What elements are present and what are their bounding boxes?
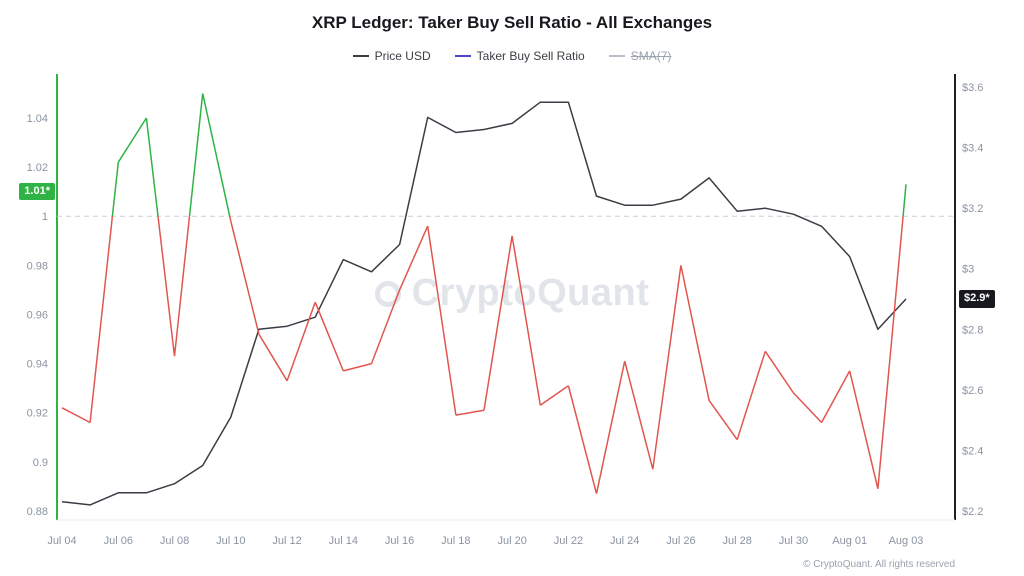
x-axis-tick-label: Aug 01	[832, 535, 867, 547]
x-axis-tick-label: Jul 22	[554, 535, 583, 547]
left-axis-tick-label: 0.98	[27, 260, 48, 272]
left-axis-tick-label: 1.02	[27, 162, 48, 174]
x-axis-tick-label: Jul 08	[160, 535, 189, 547]
right-axis-tick-label: $3	[962, 264, 974, 276]
x-axis-tick-label: Jul 12	[272, 535, 301, 547]
x-axis-tick-label: Aug 03	[889, 535, 924, 547]
taker-ratio-line-below-1	[61, 216, 904, 494]
legend-item-price-usd[interactable]: Price USD	[352, 49, 431, 63]
cryptoquant-watermark-text: CryptoQuant	[411, 272, 650, 314]
x-axis-tick-label: Jul 10	[216, 535, 245, 547]
left-axis-tick-label: 1	[42, 211, 48, 223]
price-usd-line-swatch	[352, 55, 369, 57]
left-axis-tick-label: 1.04	[27, 113, 48, 125]
left-axis-tick-label: 0.88	[27, 506, 48, 518]
taker-ratio-line-swatch	[454, 55, 471, 57]
right-axis-tick-label: $2.2	[962, 506, 983, 518]
x-axis-tick-label: Jul 14	[329, 535, 358, 547]
cryptoquant-watermark: CryptoQuant	[0, 272, 1024, 315]
legend-item-sma7[interactable]: SMA(7)	[608, 49, 672, 63]
price-usd-line	[61, 101, 907, 506]
price-last-value-badge: $2.9*	[959, 290, 995, 308]
x-axis-tick-label: Jul 24	[610, 535, 639, 547]
chart-legend: Price USD Taker Buy Sell Ratio SMA(7)	[0, 49, 1024, 63]
x-axis-tick-label: Jul 26	[666, 535, 695, 547]
x-axis-tick-label: Jul 06	[104, 535, 133, 547]
left-axis-tick-label: 0.94	[27, 359, 48, 371]
legend-item-taker-buy-sell-ratio[interactable]: Taker Buy Sell Ratio	[454, 49, 585, 63]
legend-label-price-usd: Price USD	[374, 49, 431, 63]
left-axis-tick-label: 0.9	[33, 457, 48, 469]
right-axis-tick-label: $2.4	[962, 445, 983, 457]
ratio-last-value-badge: 1.01*	[19, 182, 55, 201]
left-axis-tick-label: 0.92	[27, 408, 48, 420]
chart-title: XRP Ledger: Taker Buy Sell Ratio - All E…	[311, 13, 713, 32]
right-axis-tick-label: $2.6	[962, 385, 983, 397]
left-axis-tick-label: 0.96	[27, 309, 48, 321]
x-axis-tick-label: Jul 04	[47, 535, 76, 547]
right-axis-tick-label: $3.2	[962, 203, 983, 215]
x-axis-tick-label: Jul 30	[779, 535, 808, 547]
legend-label-taker-buy-sell-ratio: Taker Buy Sell Ratio	[476, 49, 585, 63]
sma7-line-swatch	[608, 55, 625, 57]
right-axis-tick-label: $3.4	[962, 143, 983, 155]
right-axis-tick-label: $3.6	[962, 82, 983, 94]
x-axis-tick-label: Jul 28	[723, 535, 752, 547]
legend-label-sma7: SMA(7)	[630, 49, 672, 63]
taker-ratio-line-above-1	[111, 93, 907, 217]
right-axis-tick-label: $2.8	[962, 324, 983, 336]
x-axis-tick-label: Jul 18	[441, 535, 470, 547]
x-axis-tick-label: Jul 16	[385, 535, 414, 547]
copyright-notice: © CryptoQuant. All rights reserved	[803, 559, 955, 570]
x-axis-tick-label: Jul 20	[497, 535, 526, 547]
